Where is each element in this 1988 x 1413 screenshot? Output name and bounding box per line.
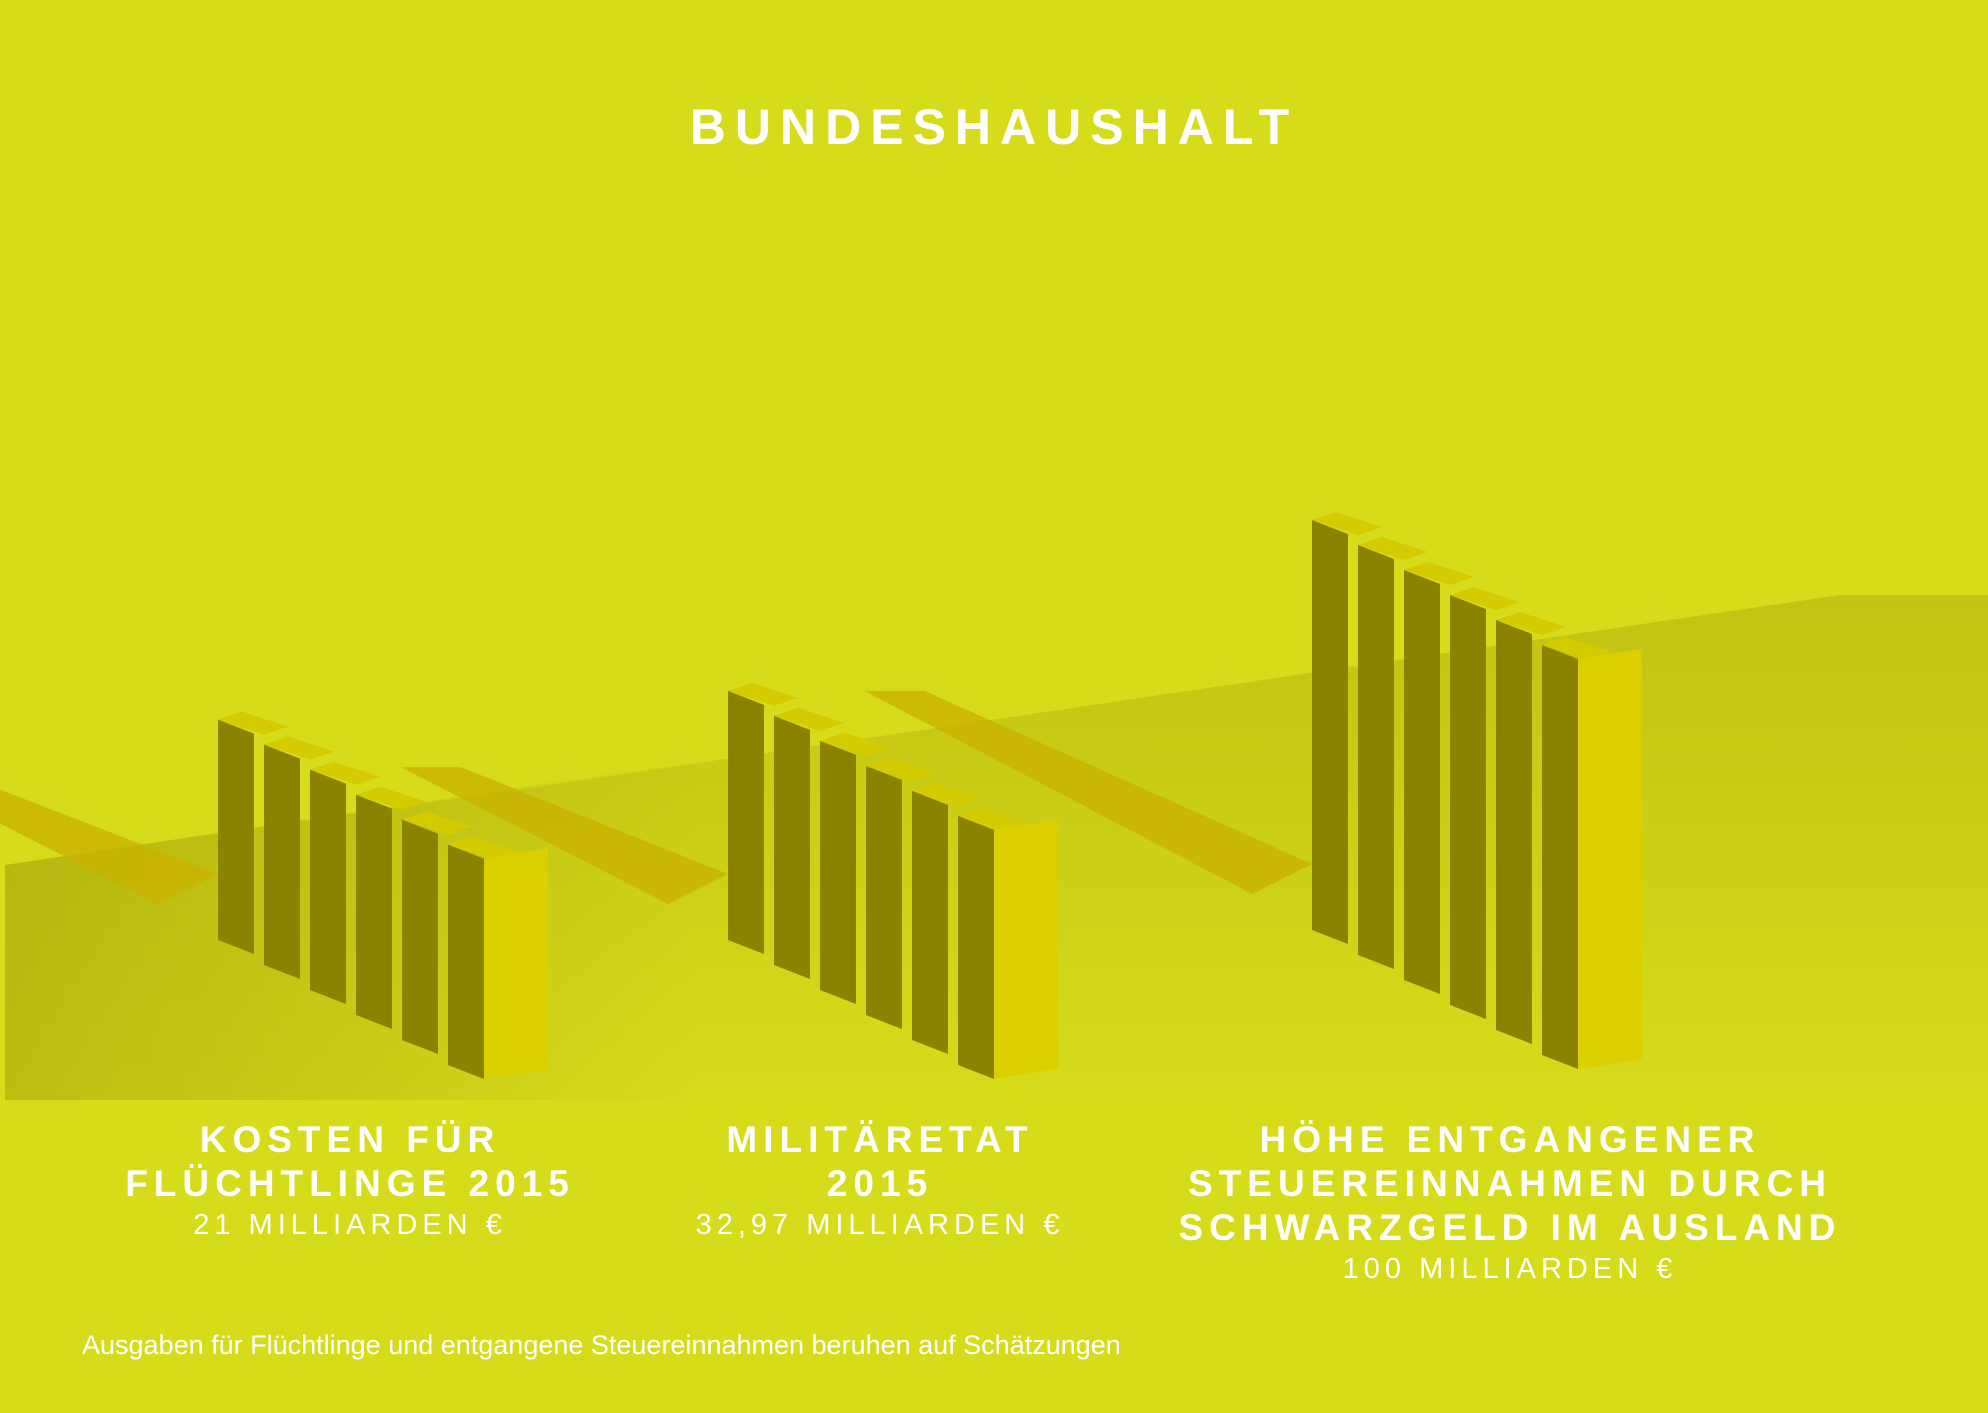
label-line: 2015 [826, 1163, 934, 1204]
bar-side [1404, 570, 1440, 994]
label-line: MILITÄRETAT [726, 1119, 1034, 1160]
bar-side [356, 794, 392, 1029]
bar-group-2 [1312, 512, 1642, 1069]
bar-top [1312, 512, 1382, 535]
bar-side [264, 744, 300, 979]
bar-front [1578, 649, 1642, 1069]
page-title: BUNDESHAUSHALT [689, 99, 1299, 155]
bar-top [356, 786, 426, 810]
bar-top [1404, 562, 1474, 585]
bar-top [820, 732, 890, 756]
label-line: STEUEREINNAHMEN DURCH [1187, 1163, 1833, 1204]
bar-side [1312, 520, 1348, 944]
bar-side [1496, 620, 1532, 1044]
bar-top [728, 682, 798, 706]
label-fluechtlinge: KOSTEN FÜR FLÜCHTLINGE 2015 21 MILLIARDE… [100, 1118, 600, 1244]
bar-side [1450, 595, 1486, 1019]
bar-top [1542, 637, 1612, 660]
floor-shade [5, 760, 700, 1100]
bar-top [264, 736, 334, 760]
bar-top [402, 811, 472, 835]
bar-side [448, 844, 484, 1079]
bar-top [448, 836, 518, 860]
label-militaeretat: MILITÄRETAT 2015 32,97 MILLIARDEN € [630, 1118, 1130, 1244]
label-line: HÖHE ENTGANGENER [1259, 1119, 1761, 1160]
bar-top [310, 761, 380, 785]
bar-group-1 [728, 682, 1058, 1079]
label-line: SCHWARZGELD IM AUSLAND [1178, 1207, 1842, 1248]
bar-top [218, 711, 288, 735]
bar-top [866, 757, 936, 781]
label-line: KOSTEN FÜR [199, 1119, 501, 1160]
bar-side [310, 769, 346, 1004]
bar-side [218, 719, 254, 954]
bar-side [912, 790, 948, 1054]
label-line: FLÜCHTLINGE 2015 [125, 1163, 575, 1204]
bar-side [1542, 645, 1578, 1069]
bar-side [820, 740, 856, 1004]
value-text: 21 MILLIARDEN € [193, 1209, 507, 1241]
bar-side [1358, 545, 1394, 969]
bar-top [774, 707, 844, 731]
value-text: 32,97 MILLIARDEN € [695, 1209, 1065, 1241]
label-schwarzgeld: HÖHE ENTGANGENER STEUEREINNAHMEN DURCH S… [1120, 1118, 1900, 1288]
bar-shadow [864, 690, 1312, 894]
bar-side [402, 819, 438, 1054]
bar-side [958, 815, 994, 1079]
bar-top [1496, 612, 1566, 635]
bar-top [958, 807, 1028, 831]
bar-group-0 [218, 711, 548, 1079]
footnote: Ausgaben für Flüchtlinge und entgangene … [82, 1330, 1121, 1360]
bar-shadow [401, 767, 728, 904]
bar-top [1358, 537, 1428, 560]
bar-side [774, 715, 810, 979]
bar-front [484, 848, 548, 1079]
bar-top [912, 782, 982, 806]
bar-top [1450, 587, 1520, 610]
bar-side [728, 690, 764, 954]
bar-front [994, 819, 1058, 1079]
bar-shadow [0, 789, 218, 904]
value-text: 100 MILLIARDEN € [1342, 1253, 1678, 1285]
bar-side [866, 765, 902, 1029]
